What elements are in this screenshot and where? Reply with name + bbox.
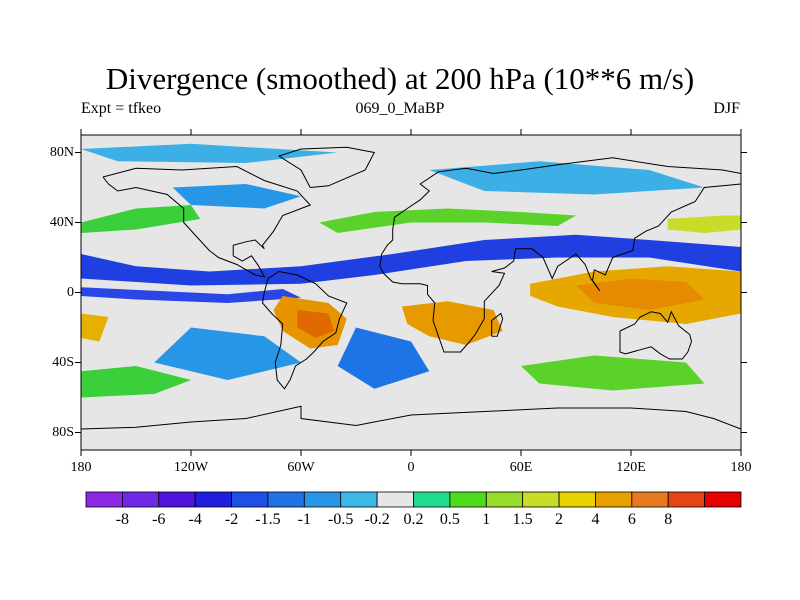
colorbar-swatch [267, 491, 305, 508]
coastline-south-america [261, 270, 348, 390]
northern-midlatitude-green-band [81, 205, 201, 233]
colorbar-swatch [231, 491, 269, 508]
lon-label: 120E [616, 460, 646, 475]
colorbar-label: -4 [188, 511, 202, 528]
colorbar-label: 0.5 [439, 511, 460, 528]
colorbar-swatch [485, 491, 524, 508]
lon-label: 0 [407, 460, 415, 475]
colorbar-label: 1 [482, 511, 491, 528]
south-atlantic-convergence [337, 327, 430, 389]
southern-indian-ocean-band [521, 355, 705, 391]
lat-label: 40S [52, 354, 74, 370]
coastline-antarctica [81, 405, 741, 430]
lat-label: 40N [49, 214, 74, 230]
colorbar-label: -1 [297, 511, 311, 528]
coastline-australia [619, 310, 693, 360]
lat-label: 0 [67, 284, 74, 300]
north-america-convergence [172, 184, 301, 209]
experiment-label: Expt = tfkeo [81, 100, 162, 117]
colorbar-swatch [595, 491, 633, 508]
lon-label: 180 [730, 460, 752, 475]
colorbar-label: 0.2 [403, 511, 424, 528]
run-label: 069_0_MaBP [355, 100, 445, 117]
colorbar-label: 6 [627, 511, 636, 528]
colorbar-label: -1.5 [255, 511, 281, 528]
colorbar-swatch [376, 491, 414, 508]
coastline-north-america [102, 165, 312, 278]
colorbar-swatch [121, 491, 160, 508]
colorbar-swatch [413, 491, 451, 508]
southern-pacific-convergence [154, 327, 301, 380]
colorbar-swatch [85, 491, 123, 508]
lat-label: 80S [52, 424, 74, 440]
colorbar-swatch [158, 491, 196, 508]
colorbar-swatch [303, 491, 342, 508]
coastline-greenland [277, 146, 376, 188]
north-atlantic-green-band [319, 208, 576, 233]
colorbar-label: 8 [664, 511, 673, 528]
colorbar-label: 1.5 [512, 511, 533, 528]
lon-label: 60E [509, 460, 533, 475]
east-pacific-divergence [81, 313, 109, 342]
lon-label: 120W [173, 460, 209, 475]
plot-title: Divergence (smoothed) at 200 hPa (10**6 … [105, 61, 695, 96]
lat-label: 80N [49, 144, 74, 160]
colorbar-swatch [704, 491, 742, 508]
season-label: DJF [713, 100, 740, 117]
colorbar-label: -2 [224, 511, 239, 528]
colorbar-swatch [522, 491, 560, 508]
lon-label: 180 [70, 460, 92, 475]
colorbar-swatch [340, 491, 378, 508]
north-pacific-yellow-band [667, 215, 741, 233]
colorbar-label: -6 [152, 511, 166, 528]
subtropical-convergence-band-north [81, 234, 741, 286]
south-america-core [297, 310, 334, 338]
colorbar-swatch [631, 491, 669, 508]
western-pacific-core [576, 278, 705, 310]
eurasia-convergence [429, 161, 705, 195]
arctic-convergence [81, 143, 338, 163]
colorbar-swatch [558, 491, 596, 508]
colorbar-label: 2 [555, 511, 564, 528]
colorbar-label: -8 [115, 511, 130, 528]
africa-divergence [401, 301, 503, 345]
colorbar-swatch [194, 491, 232, 508]
colorbar-label: -0.2 [364, 511, 390, 528]
colorbar-label: -0.5 [328, 511, 354, 528]
equatorial-convergence-band [81, 287, 301, 303]
coastline-eurasia-africa [379, 157, 741, 353]
southern-ocean-green-band [81, 366, 191, 398]
colorbar-label: 4 [591, 511, 600, 528]
coastline-madagascar [491, 312, 504, 337]
colorbar-swatch [449, 491, 487, 508]
lon-label: 60W [287, 460, 315, 475]
colorbar-swatch [667, 491, 706, 508]
